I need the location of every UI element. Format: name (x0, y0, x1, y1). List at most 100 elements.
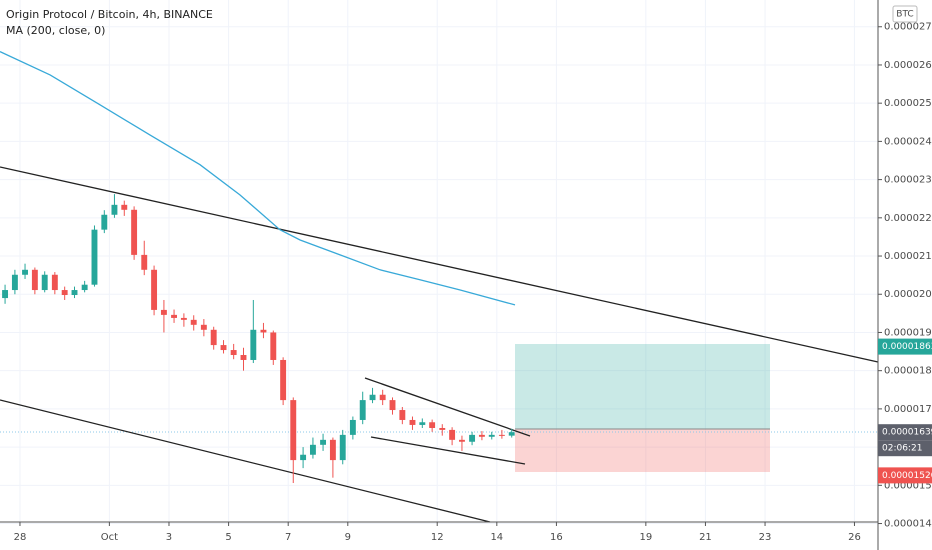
candle-body (101, 214, 108, 230)
candle-body (171, 314, 178, 318)
price-label: 0.00001526 (882, 471, 932, 481)
candle-body (439, 427, 446, 430)
candle-body (320, 439, 327, 445)
x-tick-label: 9 (345, 532, 351, 543)
marks (0, 51, 516, 484)
x-tick-label: 16 (550, 532, 563, 543)
candle-body (429, 422, 436, 428)
y-tick-label: 0.00001900 (884, 327, 932, 338)
candle-body (290, 400, 297, 461)
candle-body (190, 319, 197, 325)
candle-body (469, 434, 476, 442)
candle-body (111, 204, 118, 215)
candle-body (488, 434, 495, 437)
candle-body (498, 434, 505, 436)
price-label: 0.00001863 (882, 342, 932, 352)
candle-body (270, 332, 277, 360)
candle-body (409, 419, 416, 425)
x-tick-label: 12 (431, 532, 444, 543)
candle-body (220, 345, 227, 351)
candle-body (250, 329, 257, 360)
candle-body (359, 400, 366, 420)
candle-body (260, 329, 267, 333)
y-tick-label: 0.00002200 (884, 213, 932, 224)
candle-body (349, 419, 356, 435)
y-tick-label: 0.00001400 (884, 519, 932, 530)
candle-body (210, 329, 217, 346)
candle-body (180, 317, 187, 320)
wedge-line (370, 436, 526, 465)
y-tick-label: 0.00002400 (884, 136, 932, 147)
x-tick-label: 28 (14, 532, 27, 543)
long-stop-zone (515, 429, 770, 472)
candle-body (31, 269, 38, 291)
candle-body (419, 422, 426, 425)
long-target-zone (515, 344, 770, 429)
candle-body (339, 434, 346, 461)
candle-body (160, 309, 167, 315)
candle-body (280, 359, 287, 401)
candle-body (131, 209, 138, 255)
candle-body (41, 274, 48, 291)
trend-line (0, 166, 879, 363)
candle-body (81, 284, 88, 291)
y-tick-label: 0.00002600 (884, 60, 932, 71)
candle-body (309, 444, 316, 455)
x-tick-label: 23 (759, 532, 772, 543)
price-label-box (878, 424, 932, 441)
currency-box[interactable] (892, 5, 918, 23)
y-tick-label: 0.00002100 (884, 251, 932, 262)
x-tick-label: 5 (225, 532, 231, 543)
candle-body (329, 439, 336, 461)
x-tick-label: 19 (639, 532, 652, 543)
candle-body (71, 290, 78, 296)
candle-body (508, 432, 515, 436)
candle-body (61, 290, 68, 296)
candle-body (2, 290, 9, 299)
candle-body (369, 394, 376, 401)
candle-body (121, 204, 128, 210)
candle-body (51, 274, 58, 291)
y-tick-label: 0.00002700 (884, 22, 932, 33)
y-tick-label: 0.00001800 (884, 366, 932, 377)
candle-body (449, 429, 456, 440)
x-tick-label: 7 (285, 532, 291, 543)
countdown-box (878, 440, 932, 457)
wedge-line (364, 377, 531, 437)
candle-body (91, 229, 98, 285)
trend-line (0, 399, 491, 523)
price-label-box (878, 338, 932, 355)
x-tick-label: Oct (101, 532, 118, 543)
countdown-label: 02:06:21 (882, 444, 922, 454)
candle-body (458, 439, 465, 442)
y-tick-label: 0.00002300 (884, 175, 932, 186)
candle-body (399, 410, 406, 420)
chart-title: Origin Protocol / Bitcoin, 4h, BINANCE (6, 8, 213, 21)
y-tick-label: 0.00002000 (884, 289, 932, 300)
grid (0, 0, 878, 525)
y-tick-label: 0.00002500 (884, 98, 932, 109)
x-tick-label: 26 (848, 532, 861, 543)
x-tick-label: 21 (699, 532, 712, 543)
currency-label[interactable]: BTC (896, 10, 913, 20)
moving-average (0, 51, 516, 306)
candle-body (300, 454, 307, 461)
candle-body (141, 254, 148, 270)
candle-body (379, 394, 386, 401)
candle-body (151, 269, 158, 310)
candle-body (478, 434, 485, 437)
y-tick-label: 0.00001500 (884, 480, 932, 491)
candle-body (389, 400, 396, 411)
y-tick-label: 0.00001700 (884, 404, 932, 415)
x-tick-label: 3 (166, 532, 172, 543)
candle-body (230, 350, 237, 356)
candle-body (200, 324, 207, 330)
candle-body (11, 274, 18, 291)
candle-body (22, 269, 28, 275)
candle-body (240, 355, 247, 360)
indicator-label: MA (200, close, 0) (6, 24, 105, 37)
axes: 0.000014000.000015000.000016000.00001700… (14, 22, 932, 543)
